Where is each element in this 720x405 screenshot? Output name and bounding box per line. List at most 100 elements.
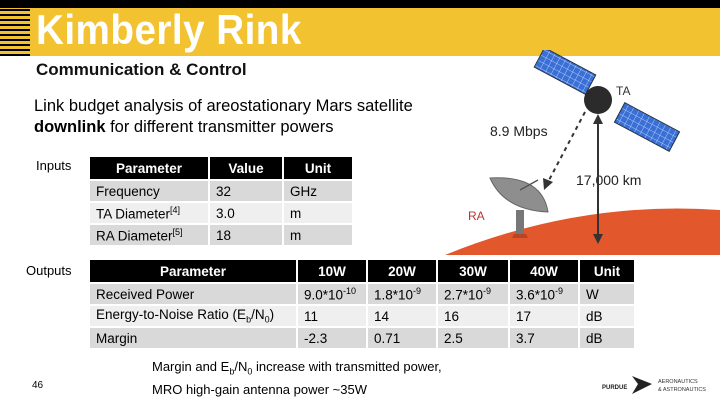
param-text: TA Diameter [96, 206, 171, 222]
outputs-cell-param: Received Power [90, 284, 296, 304]
logo-mark-icon [632, 376, 652, 394]
dish-antenna-icon [489, 177, 549, 238]
inputs-header-value: Value [210, 157, 282, 179]
inputs-header-parameter: Parameter [90, 157, 208, 179]
data-rate-label: 8.9 Mbps [490, 123, 548, 139]
param-text: Energy-to-Noise Ratio (E [96, 307, 247, 323]
outputs-cell-unit: dB [580, 306, 634, 326]
outputs-cell-20w: 14 [368, 306, 436, 326]
header-stripes [0, 8, 30, 56]
value-exponent: -9 [413, 285, 422, 296]
ra-label: RA [468, 209, 485, 223]
arrow-head [593, 234, 603, 244]
page-title: Kimberly Rink [36, 6, 302, 53]
page-subtitle: Communication & Control [36, 60, 247, 79]
outputs-cell-20w: 1.8*10-9 [368, 284, 436, 304]
inputs-table: Parameter Value Unit Frequency 32 GHz TA… [88, 155, 354, 247]
arrow-head [543, 178, 553, 190]
outputs-header-40w: 40W [510, 260, 578, 282]
reference-marker: [4] [170, 204, 181, 215]
outputs-cell-unit: W [580, 284, 634, 304]
inputs-cell-value: 18 [210, 225, 282, 245]
outputs-cell-unit: dB [580, 328, 634, 348]
inputs-cell-unit: m [284, 203, 352, 223]
outputs-header-parameter: Parameter [90, 260, 296, 282]
table-row: TA Diameter[4] 3.0 m [90, 203, 352, 223]
inputs-cell-value: 32 [210, 181, 282, 201]
outputs-cell-40w: 3.6*10-9 [510, 284, 578, 304]
value-mantissa: 2.7*10 [444, 287, 484, 303]
outputs-cell-40w: 17 [510, 306, 578, 326]
slide-heading: Link budget analysis of areostationary M… [34, 96, 464, 138]
purdue-logo: PURDUE AERONAUTICS & ASTRONAUTICS [602, 376, 706, 394]
outputs-header-unit: Unit [580, 260, 634, 282]
inputs-cell-param: Frequency [90, 181, 208, 201]
param-text: /N [251, 307, 265, 323]
mars-surface [445, 208, 720, 255]
outputs-header-row: Parameter 10W 20W 30W 40W Unit [90, 260, 634, 282]
table-row: Received Power 9.0*10-10 1.8*10-9 2.7*10… [90, 284, 634, 304]
param-subscript: b [246, 314, 252, 325]
value-mantissa: 9.0*10 [304, 287, 344, 303]
outputs-cell-30w: 2.7*10-9 [438, 284, 508, 304]
downlink-arrow [547, 111, 586, 183]
outputs-cell-10w: -2.3 [298, 328, 366, 348]
outputs-cell-40w: 3.7 [510, 328, 578, 348]
ta-label: TA [616, 84, 630, 98]
note-text: Margin and E [152, 359, 230, 374]
heading-line1: Link budget analysis of areostationary M… [34, 97, 413, 115]
inputs-header-unit: Unit [284, 157, 352, 179]
outputs-cell-10w: 9.0*10-10 [298, 284, 366, 304]
note-text: /N [234, 359, 248, 374]
inputs-cell-unit: m [284, 225, 352, 245]
value-mantissa: 3.6*10 [516, 287, 556, 303]
logo-left-text: PURDUE [602, 385, 627, 391]
note-subscript: 0 [247, 366, 253, 377]
inputs-cell-value: 3.0 [210, 203, 282, 223]
inputs-label: Inputs [36, 158, 72, 173]
outputs-cell-param: Energy-to-Noise Ratio (Eb/N0) [90, 306, 296, 326]
distance-label: 17,000 km [576, 172, 641, 188]
outputs-cell-param: Margin [90, 328, 296, 348]
note-line2: MRO high-gain antenna power ~35W [152, 381, 367, 397]
logo-right-line1: AERONAUTICS [658, 379, 698, 385]
arrow-head [593, 114, 603, 124]
param-text: Frequency [96, 183, 160, 199]
header-accent [30, 8, 720, 56]
outputs-header-20w: 20W [368, 260, 436, 282]
logo-right-line2: & ASTRONAUTICS [658, 387, 706, 393]
outputs-cell-30w: 16 [438, 306, 508, 326]
param-text: RA Diameter [96, 228, 173, 244]
outputs-cell-20w: 0.71 [368, 328, 436, 348]
outputs-table: Parameter 10W 20W 30W 40W Unit Received … [88, 258, 636, 350]
outputs-header-30w: 30W [438, 260, 508, 282]
header-bar [0, 0, 720, 56]
value-mantissa: 1.8*10 [374, 287, 414, 303]
footer-note: Margin and Eb/N0 increase with transmitt… [152, 358, 442, 398]
note-text: increase with transmitted power, [252, 359, 442, 374]
table-row: RA Diameter[5] 18 m [90, 225, 352, 245]
satellite-icon [533, 50, 681, 152]
value-exponent: -9 [483, 285, 492, 296]
param-text: ) [269, 307, 275, 323]
heading-line2: for different transmitter powers [105, 118, 334, 136]
heading-bold: downlink [34, 118, 106, 136]
inputs-cell-param: TA Diameter[4] [90, 203, 208, 223]
table-row: Margin -2.3 0.71 2.5 3.7 dB [90, 328, 634, 348]
inputs-header-row: Parameter Value Unit [90, 157, 352, 179]
outputs-label: Outputs [26, 263, 72, 278]
outputs-cell-30w: 2.5 [438, 328, 508, 348]
value-exponent: -9 [555, 285, 564, 296]
reference-marker: [5] [172, 226, 183, 237]
outputs-header-10w: 10W [298, 260, 366, 282]
value-exponent: -10 [343, 285, 357, 296]
outputs-cell-10w: 11 [298, 306, 366, 326]
inputs-cell-unit: GHz [284, 181, 352, 201]
page-number: 46 [32, 380, 44, 391]
param-subscript: 0 [264, 314, 270, 325]
inputs-cell-param: RA Diameter[5] [90, 225, 208, 245]
note-subscript: b [229, 366, 235, 377]
table-row: Frequency 32 GHz [90, 181, 352, 201]
table-row: Energy-to-Noise Ratio (Eb/N0) 11 14 16 1… [90, 306, 634, 326]
link-diagram: TA 8.9 Mbps 17,000 km RA [445, 50, 720, 255]
